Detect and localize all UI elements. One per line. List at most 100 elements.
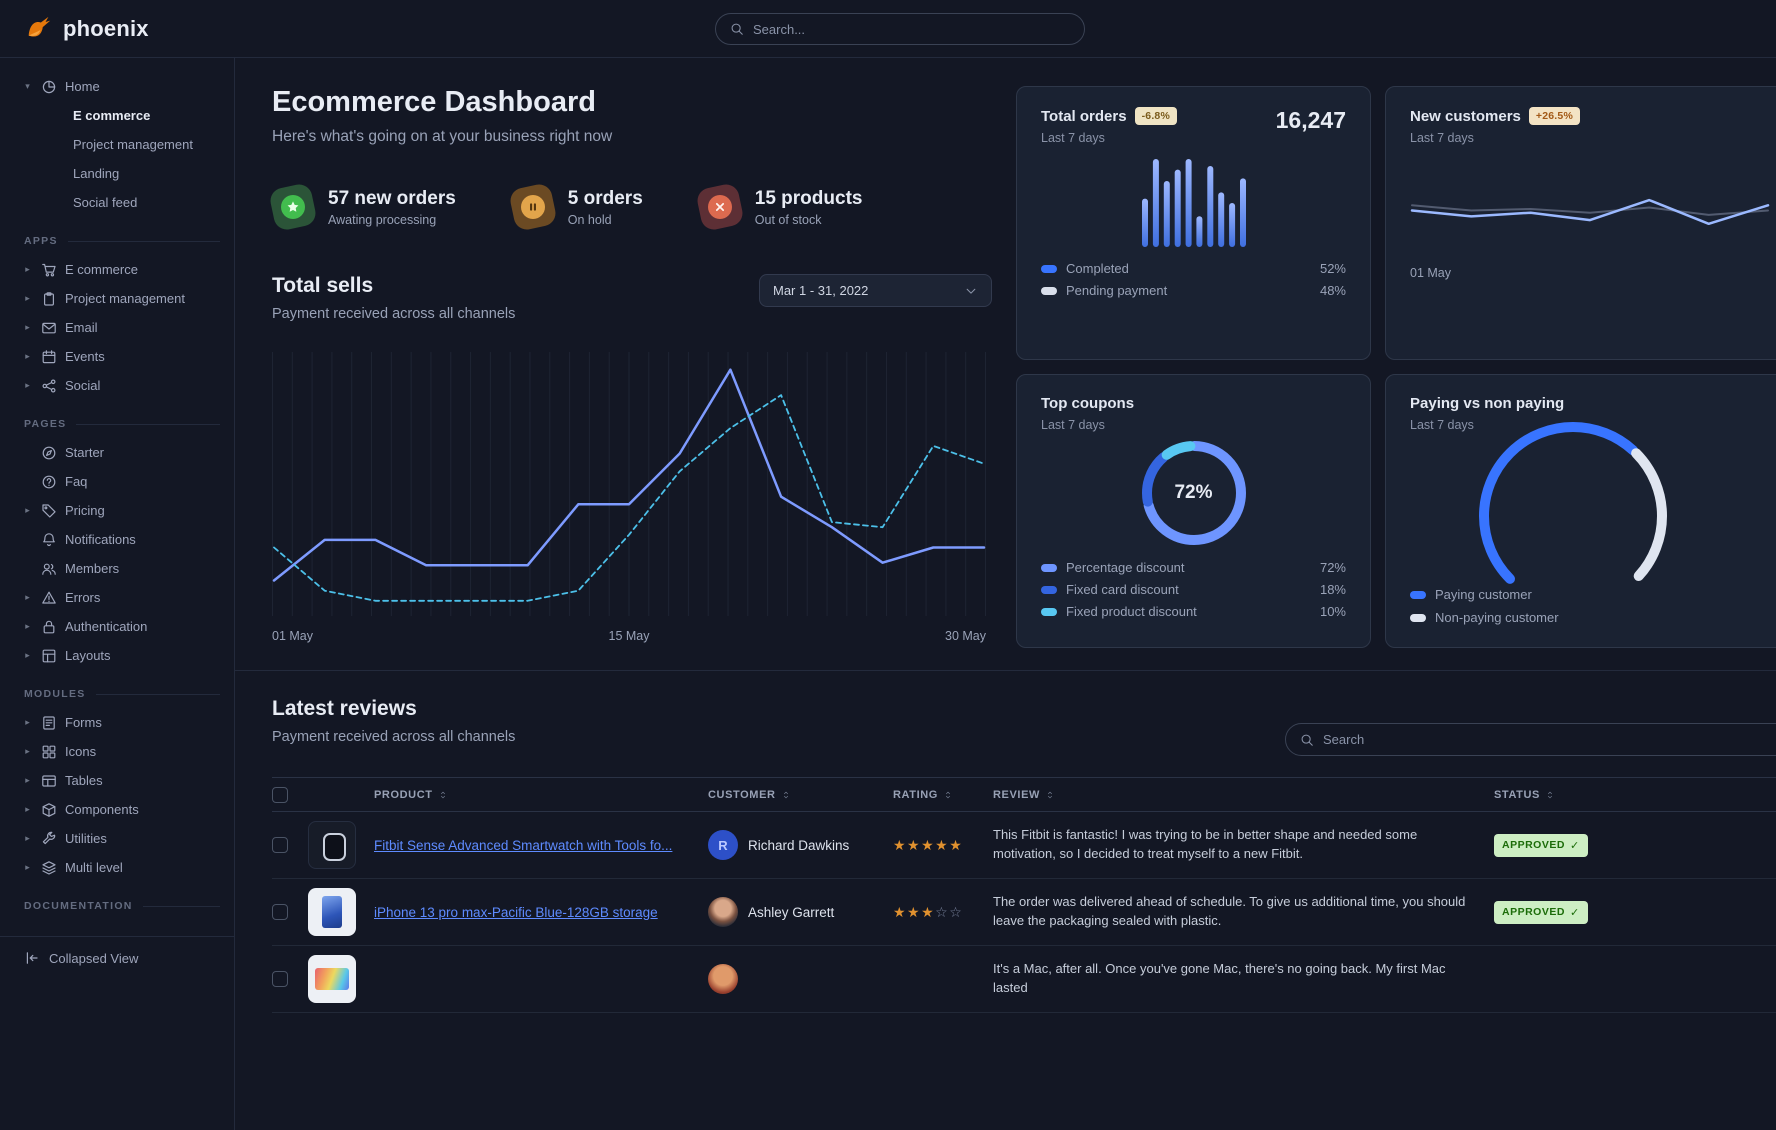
legend-non-paying-customer: Non-paying customer — [1410, 610, 1559, 625]
tag-icon — [41, 503, 57, 519]
sidebar-item-faq[interactable]: Faq — [0, 467, 234, 496]
mail-icon — [41, 320, 57, 336]
customer-cell[interactable]: R Richard Dawkins — [708, 830, 893, 860]
product-thumbnail[interactable] — [308, 821, 356, 869]
sidebar-item-events[interactable]: Events — [0, 342, 234, 371]
caret-down-icon — [22, 81, 33, 92]
row-checkbox[interactable] — [272, 837, 288, 853]
legend-marker — [1041, 563, 1057, 572]
rating-stars: ★★★★★ — [893, 836, 964, 853]
sidebar-item-email[interactable]: Email — [0, 313, 234, 342]
collapse-icon — [24, 950, 40, 966]
row-checkbox[interactable] — [272, 904, 288, 920]
customer-cell[interactable]: Ashley Garrett — [708, 897, 893, 927]
sidebar-item-notifications[interactable]: Notifications — [0, 525, 234, 554]
reviews-table-header: PRODUCT CUSTOMER RATING REVIEW — [272, 777, 1776, 812]
brand-logo[interactable]: phoenix — [0, 14, 235, 44]
table-icon — [41, 773, 57, 789]
product-link[interactable]: iPhone 13 pro max-Pacific Blue-128GB sto… — [374, 904, 658, 920]
reviews-search[interactable] — [1285, 723, 1776, 756]
sidebar-item-pricing[interactable]: Pricing — [0, 496, 234, 525]
avatar — [708, 897, 738, 927]
caret-right-icon — [22, 505, 33, 516]
wrench-icon — [41, 831, 57, 847]
sidebar-subitem-landing[interactable]: Landing — [73, 166, 120, 181]
caret-right-icon — [22, 621, 33, 632]
global-search-input[interactable] — [753, 21, 1070, 37]
sidebar-item-tables[interactable]: Tables — [0, 766, 234, 795]
page-title: Ecommerce Dashboard — [272, 86, 596, 118]
sidebar-item-home[interactable]: Home — [0, 72, 234, 101]
total-orders-value: 16,247 — [1275, 107, 1346, 133]
new-customers-change-badge: +26.5% — [1528, 107, 1580, 125]
sidebar-subitem-project-management[interactable]: Project management — [73, 137, 193, 152]
caret-right-icon — [22, 833, 33, 844]
caret-right-icon — [22, 862, 33, 873]
reviews-search-input[interactable] — [1323, 732, 1776, 747]
package-box-icon — [41, 802, 57, 818]
donut-center-label: 72% — [1174, 482, 1213, 503]
total-sells-chart: 01 May 15 May 30 May — [272, 348, 992, 643]
legend-fixed-product-discount: Fixed product discount 10% — [1041, 604, 1346, 619]
customer-cell[interactable] — [708, 964, 893, 994]
users-icon — [41, 561, 57, 577]
column-header-product[interactable]: PRODUCT — [374, 789, 708, 801]
select-all-checkbox[interactable] — [272, 786, 288, 803]
new-customers-card: New customers +26.5% Last 7 days 01 May — [1385, 86, 1776, 360]
sidebar-subitem-ecommerce[interactable]: E commerce — [73, 108, 151, 123]
latest-reviews-subtitle: Payment received across all channels — [272, 729, 516, 745]
total-orders-change-badge: -6.8% — [1134, 107, 1178, 125]
form-file-icon — [41, 715, 57, 731]
main-content: Ecommerce Dashboard Here's what's going … — [235, 58, 1776, 1130]
sidebar-section-pages: PAGES — [0, 400, 234, 438]
product-thumbnail[interactable] — [308, 955, 356, 1003]
brand-name: phoenix — [63, 15, 149, 41]
x-axis-ticks: 01 May 15 May 30 May — [272, 629, 986, 643]
sidebar-item-forms[interactable]: Forms — [0, 708, 234, 737]
caret-right-icon — [22, 650, 33, 661]
sidebar-item-icons[interactable]: Icons — [0, 737, 234, 766]
product-thumbnail[interactable] — [308, 888, 356, 936]
column-header-review[interactable]: REVIEW — [993, 789, 1494, 801]
sidebar-item-project-management[interactable]: Project management — [0, 284, 234, 313]
sidebar-item-members[interactable]: Members — [0, 554, 234, 583]
sidebar-subitem-social-feed[interactable]: Social feed — [73, 195, 138, 210]
column-header-customer[interactable]: CUSTOMER — [708, 789, 893, 801]
legend-percentage-discount: Percentage discount 72% — [1041, 560, 1346, 575]
caret-right-icon — [22, 592, 33, 603]
sidebar-item-multi-level[interactable]: Multi level — [0, 853, 234, 882]
collapse-sidebar-button[interactable]: Collapsed View — [0, 936, 234, 966]
date-range-select[interactable]: Mar 1 - 31, 2022 — [759, 274, 992, 307]
pause-icon — [526, 200, 540, 214]
question-circle-icon — [41, 474, 57, 490]
sidebar-item-layouts[interactable]: Layouts — [0, 641, 234, 670]
sidebar-item-components[interactable]: Components — [0, 795, 234, 824]
review-text: The order was delivered ahead of schedul… — [993, 894, 1466, 928]
product-link[interactable]: Fitbit Sense Advanced Smartwatch with To… — [374, 837, 673, 853]
column-header-rating[interactable]: RATING — [893, 789, 993, 801]
sidebar-item-social[interactable]: Social — [0, 371, 234, 400]
sidebar-item-utilities[interactable]: Utilities — [0, 824, 234, 853]
paying-gauge-chart — [1479, 422, 1667, 610]
global-search[interactable] — [715, 13, 1085, 45]
warning-triangle-icon — [41, 590, 57, 606]
top-navbar: phoenix — [0, 0, 1776, 58]
sidebar-item-ecommerce[interactable]: E commerce — [0, 255, 234, 284]
latest-reviews-title: Latest reviews — [272, 697, 417, 720]
search-icon — [730, 22, 744, 36]
calendar-icon — [41, 349, 57, 365]
caret-right-icon — [22, 775, 33, 786]
column-header-status[interactable]: STATUS — [1494, 789, 1776, 801]
sort-icon — [781, 790, 791, 800]
grid-dots-icon — [41, 744, 57, 760]
sidebar-item-starter[interactable]: Starter — [0, 438, 234, 467]
clipboard-icon — [41, 291, 57, 307]
search-icon — [1300, 733, 1314, 747]
row-checkbox[interactable] — [272, 971, 288, 987]
sidebar-item-authentication[interactable]: Authentication — [0, 612, 234, 641]
sidebar: Home E commerce Project management Landi… — [0, 58, 235, 1130]
phoenix-logo-icon — [28, 16, 51, 36]
total-sells-line-chart — [272, 352, 986, 616]
sidebar-item-errors[interactable]: Errors — [0, 583, 234, 612]
legend-marker — [1041, 264, 1057, 273]
